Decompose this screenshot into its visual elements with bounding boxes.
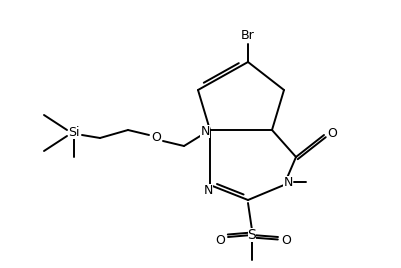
Text: N: N (203, 184, 212, 196)
Text: O: O (280, 233, 290, 247)
Text: Si: Si (68, 126, 79, 140)
Text: Br: Br (241, 29, 254, 43)
Text: N: N (283, 176, 292, 188)
Text: O: O (326, 128, 336, 140)
Text: S: S (247, 228, 256, 242)
Text: O: O (151, 132, 160, 144)
Text: O: O (215, 233, 225, 247)
Text: N: N (200, 125, 209, 139)
